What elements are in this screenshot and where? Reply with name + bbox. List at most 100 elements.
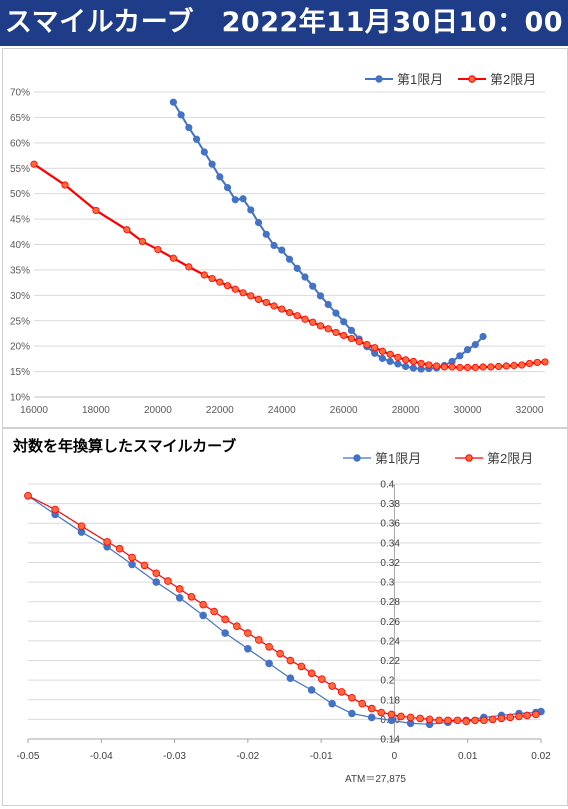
data-point	[187, 592, 196, 601]
data-point	[402, 356, 410, 364]
y-tick-label: 10%	[10, 393, 30, 404]
data-point	[307, 669, 316, 678]
data-point	[463, 346, 472, 354]
data-point	[425, 715, 434, 724]
data-point	[397, 712, 405, 721]
data-point	[123, 226, 131, 234]
y-tick-label: 0.2	[380, 676, 394, 687]
series-2	[24, 491, 540, 726]
data-point	[394, 353, 402, 361]
data-point	[286, 674, 295, 682]
data-point	[233, 622, 241, 631]
data-point	[337, 688, 346, 696]
data-point	[138, 237, 146, 246]
data-point	[61, 181, 69, 189]
data-point	[297, 662, 306, 671]
data-point	[309, 282, 317, 290]
series-line	[27, 495, 536, 722]
y-tick-label: 35%	[10, 265, 30, 276]
data-point	[278, 246, 286, 254]
data-point	[402, 362, 410, 371]
data-point	[506, 713, 515, 722]
x-tick-label: 20000	[144, 405, 172, 416]
y-tick-label: 0.36	[380, 519, 400, 530]
data-point	[221, 615, 229, 624]
data-point	[355, 337, 363, 346]
data-point	[103, 538, 111, 546]
data-point	[286, 656, 295, 665]
x-tick-label: -0.02	[236, 751, 259, 762]
data-point	[348, 709, 356, 718]
x-tick-label: 0.01	[458, 751, 478, 762]
data-point	[216, 278, 224, 286]
data-point	[358, 699, 366, 708]
data-point	[293, 312, 301, 320]
data-point	[378, 354, 387, 362]
y-tick-label: 70%	[10, 88, 30, 99]
data-point	[301, 315, 309, 323]
data-point	[128, 553, 136, 562]
y-tick-label: 0.34	[380, 538, 400, 549]
legend-swatch-marker	[465, 454, 473, 462]
data-point	[210, 607, 218, 616]
data-point	[24, 491, 32, 500]
data-point	[239, 195, 247, 203]
data-point	[307, 686, 316, 694]
data-point	[435, 716, 443, 725]
data-point	[324, 300, 332, 309]
x-tick-label: 16000	[20, 405, 48, 416]
data-point	[239, 289, 247, 297]
data-point	[488, 715, 497, 724]
data-point	[425, 361, 433, 369]
data-point	[462, 717, 471, 726]
y-tick-label: 0.18	[380, 695, 400, 706]
smile-curve-plot: 10% 15% 20% 25% 30% 35% 40% 45% 50% 55% 60% 65% 70% 1…	[10, 72, 549, 416]
legend-swatch-marker	[375, 75, 383, 83]
data-point	[255, 636, 263, 644]
data-point	[254, 295, 263, 303]
x-tick-label: -0.01	[310, 751, 333, 762]
smile-curve-chart: 10% 15% 20% 25% 30% 35% 40% 45% 50% 55% 60% 65% 70% 1…	[2, 48, 568, 428]
legend-swatch-marker	[353, 454, 361, 462]
data-point	[199, 600, 207, 609]
x-tick-label: 22000	[206, 405, 234, 416]
data-point	[444, 716, 452, 725]
data-point	[115, 544, 124, 553]
data-point	[200, 271, 208, 279]
data-point	[394, 360, 402, 368]
gridlines	[28, 483, 541, 740]
data-point	[262, 230, 270, 238]
gridlines	[34, 91, 545, 398]
data-point	[270, 241, 278, 250]
data-point	[301, 273, 309, 281]
x-tick-label: -0.03	[163, 751, 186, 762]
data-point	[324, 325, 332, 333]
x-tick-label: 0.02	[531, 751, 551, 762]
data-point	[293, 264, 301, 272]
data-point	[386, 350, 394, 358]
data-point	[494, 362, 503, 371]
data-point	[348, 694, 356, 702]
y-tick-label: 0.32	[380, 558, 400, 569]
y-tick-label: 40%	[10, 240, 30, 251]
data-point	[518, 361, 526, 369]
legend: 第1限月 第2限月	[343, 451, 533, 466]
data-point	[164, 577, 172, 585]
y-tick-label: 0.4	[380, 480, 394, 491]
data-point	[262, 298, 270, 307]
data-point	[200, 148, 208, 156]
series-1	[24, 491, 545, 729]
data-point	[244, 629, 252, 637]
x-tick-label: 28000	[392, 405, 420, 416]
data-point	[316, 322, 325, 330]
data-point	[523, 711, 531, 720]
data-point	[231, 285, 239, 293]
data-point	[440, 363, 448, 371]
y-tick-label: 50%	[10, 189, 30, 200]
data-point	[185, 123, 193, 132]
data-point	[316, 292, 325, 300]
data-point	[453, 716, 462, 725]
data-point	[487, 363, 495, 371]
y-tick-label: 20%	[10, 342, 30, 353]
data-point	[387, 710, 396, 719]
